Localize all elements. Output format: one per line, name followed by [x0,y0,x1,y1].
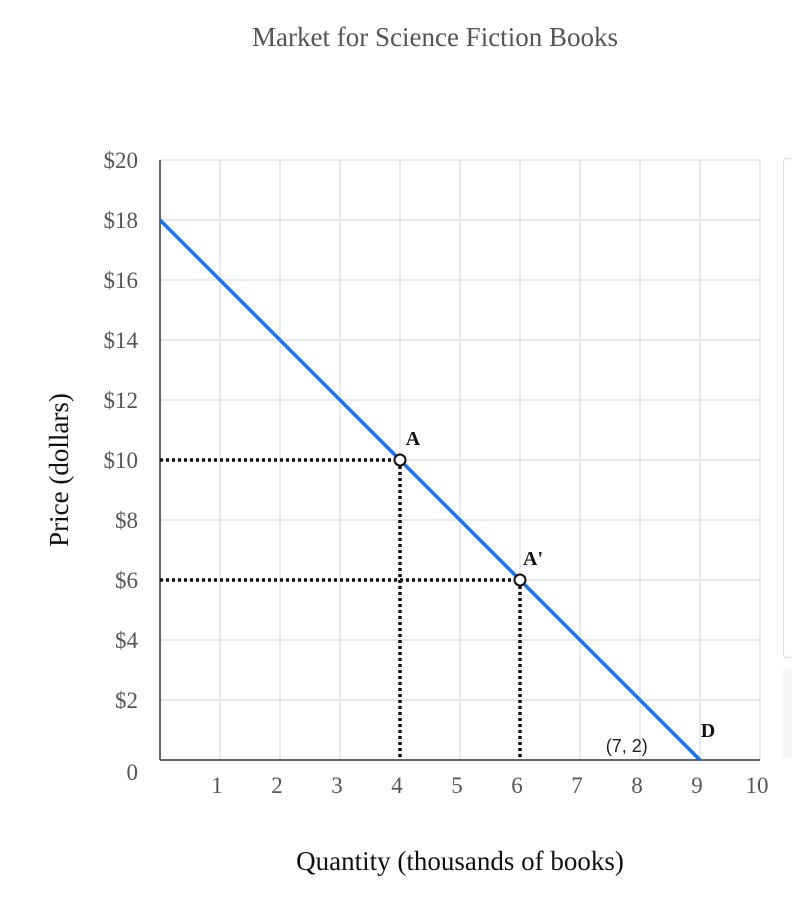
side-panel-shade [783,668,792,758]
axes: 1 2 3 4 5 6 7 8 9 10 $2 $4 $6 $8 $10 $12 $14 $16 $18 $20 0 [104,148,769,798]
demand-curve [158,218,702,762]
chart-title: Market for Science Fiction Books [252,22,618,52]
x-tick-label: 6 [511,773,523,798]
x-tick-label: 5 [451,773,463,798]
x-tick-label: 8 [631,773,643,798]
y-tick-label: $10 [104,448,139,473]
x-tick-label: 9 [691,773,703,798]
y-tick-label: $18 [104,208,139,233]
origin-label: 0 [127,760,139,785]
labels: D A A' (7, 2) [406,428,715,756]
y-tick-label: $20 [104,148,139,173]
point-label: A' [523,548,543,570]
y-tick-label: $12 [104,388,139,413]
x-tick-label: 10 [746,773,769,798]
points [393,453,527,587]
y-tick-label: $8 [115,508,138,533]
series [158,218,702,762]
x-tick-label: 4 [391,773,403,798]
point-marker [513,573,527,587]
x-tick-label: 1 [211,773,223,798]
point-marker [393,453,407,467]
side-panel [783,158,792,658]
y-tick-label: $4 [115,628,139,653]
guide-lines [160,458,522,760]
y-tick-label: $14 [104,328,139,353]
demand-curve-label: D [701,720,715,742]
y-axis-title: Price (dollars) [44,393,74,547]
x-axis-title: Quantity (thousands of books) [296,846,624,876]
y-tick-label: $6 [115,568,138,593]
coordinate-annotation: (7, 2) [606,736,648,756]
y-tick-label: $16 [104,268,139,293]
point-label: A [406,428,421,450]
x-tick-label: 7 [571,773,583,798]
x-tick-label: 3 [331,773,343,798]
y-tick-label: $2 [115,688,138,713]
x-tick-label: 2 [271,773,283,798]
